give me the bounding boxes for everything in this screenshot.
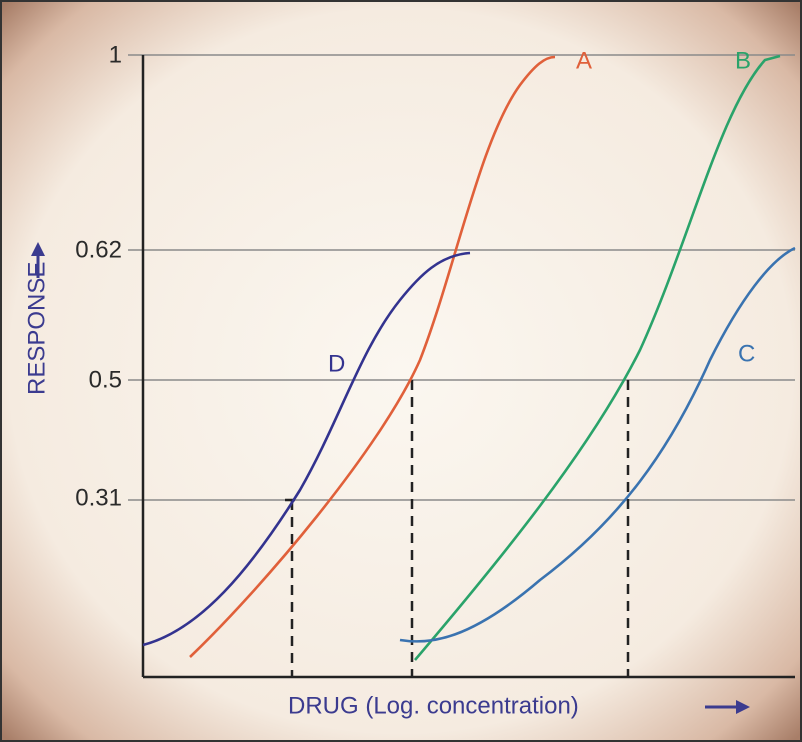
curve-label: A xyxy=(576,47,592,74)
x-axis-label: DRUG (Log. concentration) xyxy=(288,692,579,719)
tick-label: 0.62 xyxy=(75,236,122,263)
tick-label: 0.31 xyxy=(75,484,122,511)
y-axis-label: RESPONSE xyxy=(23,262,50,395)
curve-c xyxy=(399,246,796,643)
tick-label: 1 xyxy=(109,41,122,68)
curve-label: D xyxy=(328,350,345,377)
curve-b xyxy=(414,54,781,661)
arrow-head xyxy=(736,700,750,714)
curve-label: B xyxy=(735,47,751,74)
curve-d xyxy=(142,251,471,647)
curve-label: C xyxy=(738,340,755,367)
tick-label: 0.5 xyxy=(89,366,122,393)
curve-a xyxy=(189,55,556,658)
arrow-head xyxy=(31,242,45,256)
